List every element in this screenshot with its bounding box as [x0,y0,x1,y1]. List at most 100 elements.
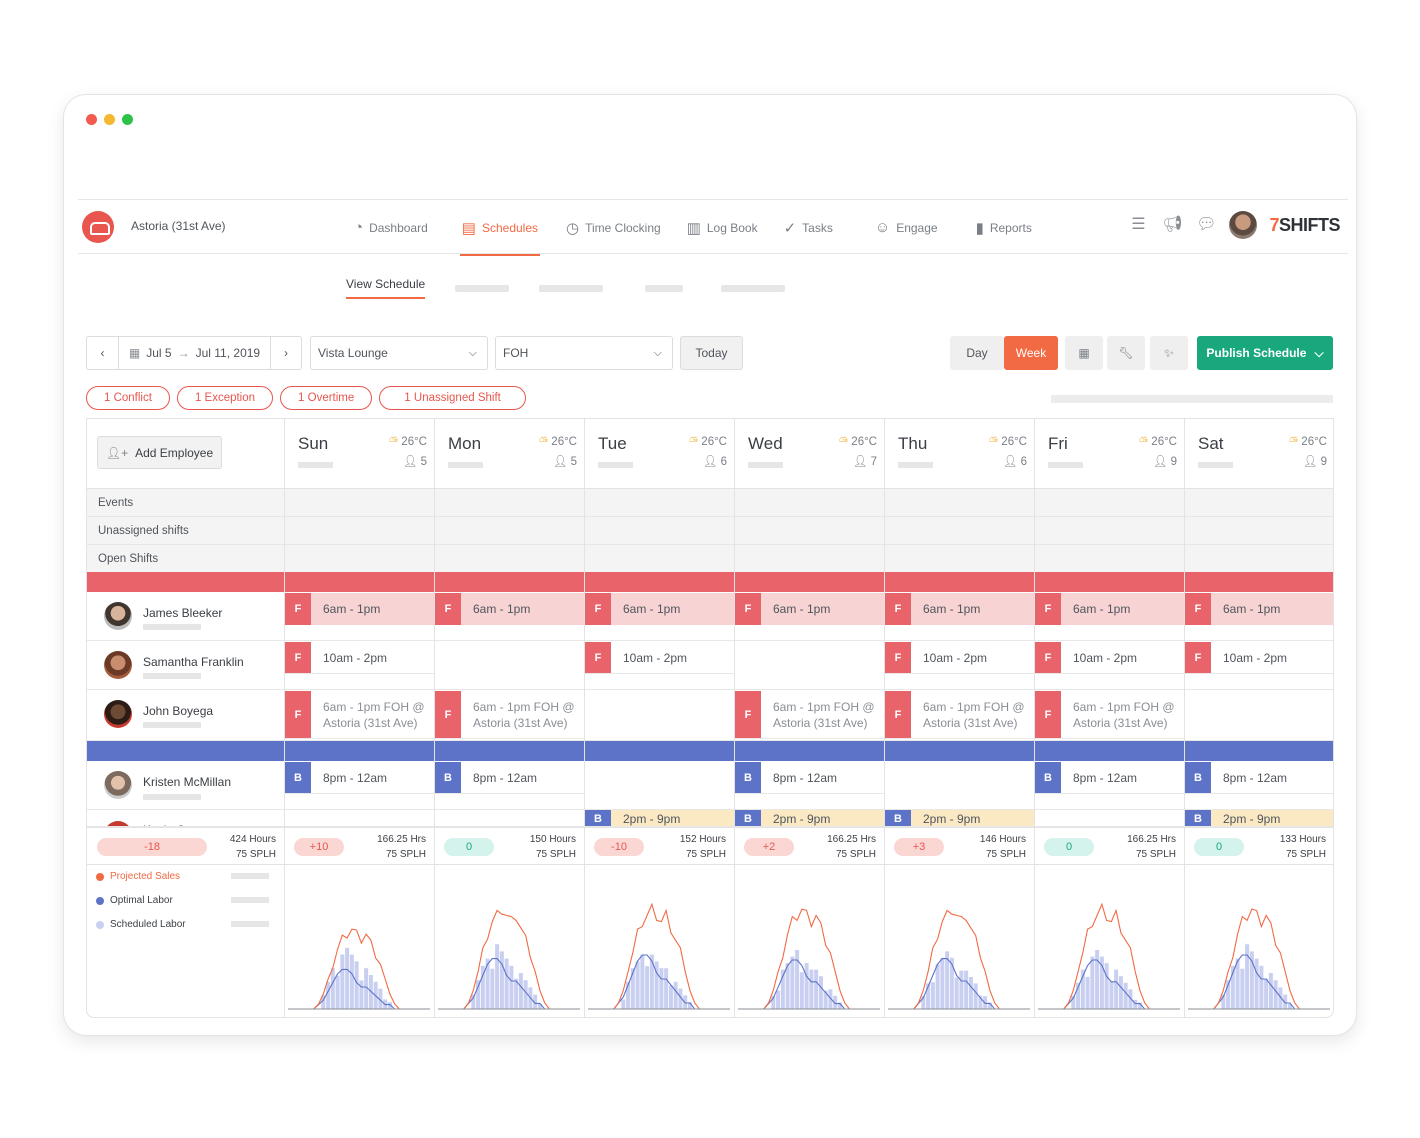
alert-pill[interactable]: 1 Unassigned Shift [379,386,526,410]
shift-time: 10am - 2pm [923,650,988,665]
employee-avatar[interactable] [104,821,132,826]
auto-schedule-button[interactable]: ✨︎ [1150,336,1188,370]
day-header-wed[interactable]: Wed ⛅︎ 26°C 👤︎ 7 [734,419,884,489]
shift-block[interactable]: F 6am - 1pm FOH @ Astoria (31st Ave) [735,691,884,739]
scheduled-labor-bar [949,957,954,1009]
shift-block[interactable]: B 8pm - 12am [435,762,584,794]
tools-button[interactable]: 🔧︎ [1107,336,1145,370]
day-header-thu[interactable]: Thu ⛅︎ 26°C 👤︎ 6 [884,419,1034,489]
restaurant-logo[interactable] [82,211,114,243]
employee-avatar[interactable] [104,771,132,799]
user-avatar[interactable] [1229,211,1258,239]
employee-avatar[interactable] [104,700,132,728]
scheduled-labor-bar [935,964,940,1009]
nav-label: Engage [896,220,938,235]
day-header-tue[interactable]: Tue ⛅︎ 26°C 👤︎ 6 [584,419,734,489]
nav-time-clocking[interactable]: ◷ Time Clocking [556,200,671,255]
temperature: 26°C [551,436,577,448]
department-select[interactable]: FOH ⌵ [495,336,673,370]
next-week-button[interactable]: › [271,337,301,369]
optimal-labor-line [590,954,728,1010]
hours-total: 146 Hours [979,834,1026,845]
nav-dashboard[interactable]: ◔ Dashboard [344,200,438,255]
shift-block[interactable]: F 10am - 2pm [885,642,1034,674]
shift-block[interactable]: F 6am - 1pm FOH @ Astoria (31st Ave) [885,691,1034,739]
venue-select[interactable]: Vista Lounge ⌵ [310,336,488,370]
nav-reports[interactable]: ▮ Reports [966,200,1042,255]
alert-pill[interactable]: 1 Overtime [280,386,373,410]
day-header-fri[interactable]: Fri ⛅︎ 26°C 👤︎ 9 [1034,419,1184,489]
labor-delta-pill: +3 [894,838,944,856]
alert-pill[interactable]: 1 Conflict [86,386,170,410]
employee-avatar[interactable] [104,602,132,630]
week-view-button[interactable]: Week [1004,336,1058,370]
nav-engage[interactable]: ☺ Engage [865,200,948,255]
chat-icon[interactable]: 💬︎ [1196,216,1217,233]
shift-block[interactable]: B 8pm - 12am [735,762,884,794]
shift-block[interactable]: F 6am - 1pm [735,593,884,625]
nav-tasks[interactable]: ✓ Tasks [774,200,843,255]
weather: ⛅︎ 26°C [689,436,727,449]
shift-block[interactable]: F 10am - 2pm [1035,642,1184,674]
employee-name[interactable]: John Boyega [143,704,214,718]
shift-block[interactable]: F 6am - 1pm [1035,593,1184,625]
day-header-mon[interactable]: Mon ⛅︎ 26°C 👤︎ 5 [434,419,584,489]
day-header-sun[interactable]: Sun ⛅︎ 26°C 👤︎ 5 [284,419,434,489]
shift-block[interactable]: B 2pm - 9pm [585,810,734,826]
location-name[interactable]: Astoria (31st Ave) [131,219,226,233]
shift-block[interactable]: F 6am - 1pm FOH @ Astoria (31st Ave) [285,691,434,739]
shift-block[interactable]: B 2pm - 9pm [1185,810,1333,826]
publish-schedule-button[interactable]: Publish Schedule ⌵ [1197,336,1333,370]
partly-sunny-icon: ⛅︎ [988,436,999,448]
shift-line-1: 6am - 1pm FOH @ [773,699,875,714]
scheduled-labor-bar [621,999,626,1009]
day-header-sat[interactable]: Sat ⛅︎ 26°C 👤︎ 9 [1184,419,1333,489]
scheduled-labor-bar [930,982,935,1009]
shift-block[interactable]: F 10am - 2pm [585,642,734,674]
optimal-labor-line [290,968,428,1010]
labor-chart-sun [288,928,430,1010]
shift-block[interactable]: F 10am - 2pm [1185,642,1333,674]
prev-week-button[interactable]: ‹ [87,337,119,369]
employee-name[interactable]: Samantha Franklin [143,655,244,669]
legend-placeholder [231,921,269,927]
shift-block[interactable]: F 6am - 1pm [1185,593,1333,625]
shift-block[interactable]: F 10am - 2pm [285,642,434,674]
nav-schedules[interactable]: ▤ Schedules [452,200,548,256]
shift-block[interactable]: B 8pm - 12am [1035,762,1184,794]
shift-block[interactable]: B 8pm - 12am [285,762,434,794]
close-window-button[interactable] [86,114,97,125]
shift-block[interactable]: F 6am - 1pm [585,593,734,625]
layout-button[interactable]: ▦ [1065,336,1103,370]
shift-block[interactable]: F 6am - 1pm [885,593,1034,625]
maximize-window-button[interactable] [122,114,133,125]
shift-block[interactable]: B 8pm - 12am [1185,762,1333,794]
today-button[interactable]: Today [680,336,743,370]
employee-name[interactable]: Kevin Garnett [143,823,216,826]
employee-row: John Boyega F 6am - 1pm FOH @ Astoria (31st… [87,690,1333,741]
alert-pill[interactable]: 1 Exception [176,386,274,410]
shift-block[interactable]: F 6am - 1pm [285,593,434,625]
scheduled-labor-bar [1109,981,1114,1009]
menu-icon[interactable]: ☰ [1131,216,1146,233]
day-view-button[interactable]: Day [950,336,1004,370]
employee-avatar[interactable] [104,651,132,679]
nav-log-book[interactable]: ▥ Log Book [677,200,768,255]
date-range-field[interactable]: ▦ Jul 5 → Jul 11, 2019 [119,337,271,369]
column-divider [284,489,285,642]
scheduled-labor-bar [1254,958,1259,1009]
shift-block[interactable]: F 6am - 1pm FOH @ Astoria (31st Ave) [435,691,584,739]
megaphone-icon[interactable]: 📢︎ [1162,216,1183,233]
employee-name[interactable]: Kristen McMillan [143,775,232,789]
shift-block[interactable]: F 6am - 1pm [435,593,584,625]
shift-block[interactable]: F 6am - 1pm FOH @ Astoria (31st Ave) [1035,691,1184,739]
employee-name[interactable]: James Bleeker [143,606,223,620]
shift-block[interactable]: B 2pm - 9pm [885,810,1034,826]
minimize-window-button[interactable] [104,114,115,125]
view-schedule-tab[interactable]: View Schedule [346,277,426,299]
hours-summary: 152 Hours 75 SPLH [680,832,726,862]
add-employee-button[interactable]: 👤︎+ Add Employee [97,436,222,469]
shift-block[interactable]: B 2pm - 9pm [735,810,884,826]
day-name: Fri [1048,434,1068,453]
scheduled-labor-bar [345,947,350,1009]
